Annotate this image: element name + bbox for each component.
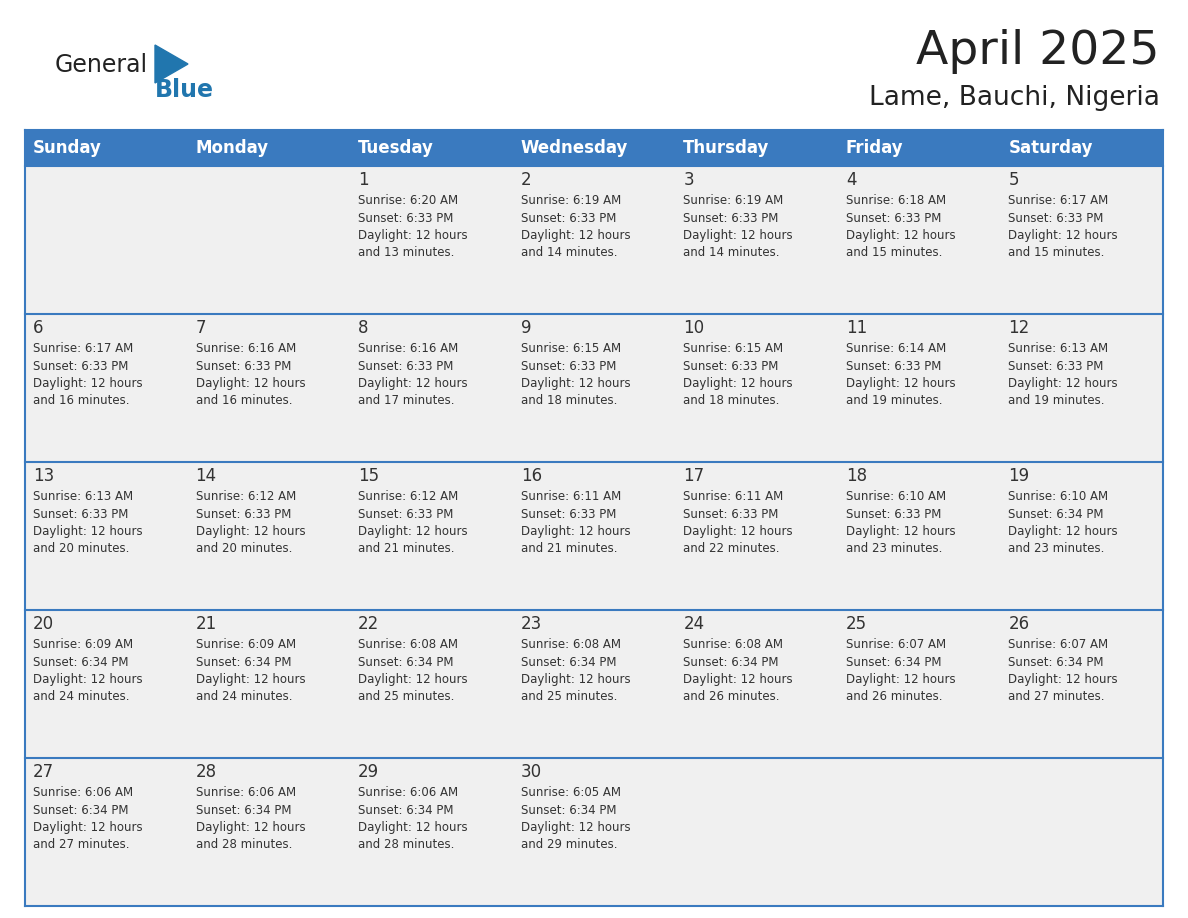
Text: Tuesday: Tuesday xyxy=(358,139,434,157)
Text: Sunrise: 6:07 AM
Sunset: 6:34 PM
Daylight: 12 hours
and 26 minutes.: Sunrise: 6:07 AM Sunset: 6:34 PM Dayligh… xyxy=(846,638,955,703)
Bar xyxy=(25,758,1163,906)
Bar xyxy=(25,462,1163,610)
Text: Sunrise: 6:08 AM
Sunset: 6:34 PM
Daylight: 12 hours
and 25 minutes.: Sunrise: 6:08 AM Sunset: 6:34 PM Dayligh… xyxy=(358,638,468,703)
Text: 11: 11 xyxy=(846,319,867,337)
Text: 22: 22 xyxy=(358,615,379,633)
Text: Sunrise: 6:12 AM
Sunset: 6:33 PM
Daylight: 12 hours
and 20 minutes.: Sunrise: 6:12 AM Sunset: 6:33 PM Dayligh… xyxy=(196,490,305,555)
Text: 19: 19 xyxy=(1009,467,1030,485)
Text: Sunrise: 6:06 AM
Sunset: 6:34 PM
Daylight: 12 hours
and 28 minutes.: Sunrise: 6:06 AM Sunset: 6:34 PM Dayligh… xyxy=(196,786,305,852)
Text: Sunrise: 6:09 AM
Sunset: 6:34 PM
Daylight: 12 hours
and 24 minutes.: Sunrise: 6:09 AM Sunset: 6:34 PM Dayligh… xyxy=(196,638,305,703)
Text: 17: 17 xyxy=(683,467,704,485)
Text: Sunrise: 6:17 AM
Sunset: 6:33 PM
Daylight: 12 hours
and 15 minutes.: Sunrise: 6:17 AM Sunset: 6:33 PM Dayligh… xyxy=(1009,194,1118,260)
Bar xyxy=(25,166,1163,314)
Text: Sunrise: 6:11 AM
Sunset: 6:33 PM
Daylight: 12 hours
and 21 minutes.: Sunrise: 6:11 AM Sunset: 6:33 PM Dayligh… xyxy=(520,490,631,555)
Text: 5: 5 xyxy=(1009,171,1019,189)
Text: 4: 4 xyxy=(846,171,857,189)
Text: Sunrise: 6:10 AM
Sunset: 6:34 PM
Daylight: 12 hours
and 23 minutes.: Sunrise: 6:10 AM Sunset: 6:34 PM Dayligh… xyxy=(1009,490,1118,555)
Polygon shape xyxy=(154,45,188,83)
Text: Sunrise: 6:19 AM
Sunset: 6:33 PM
Daylight: 12 hours
and 14 minutes.: Sunrise: 6:19 AM Sunset: 6:33 PM Dayligh… xyxy=(520,194,631,260)
Text: Sunrise: 6:06 AM
Sunset: 6:34 PM
Daylight: 12 hours
and 28 minutes.: Sunrise: 6:06 AM Sunset: 6:34 PM Dayligh… xyxy=(358,786,468,852)
Text: Monday: Monday xyxy=(196,139,268,157)
Text: Sunrise: 6:08 AM
Sunset: 6:34 PM
Daylight: 12 hours
and 25 minutes.: Sunrise: 6:08 AM Sunset: 6:34 PM Dayligh… xyxy=(520,638,631,703)
Text: Thursday: Thursday xyxy=(683,139,770,157)
Text: Sunrise: 6:16 AM
Sunset: 6:33 PM
Daylight: 12 hours
and 16 minutes.: Sunrise: 6:16 AM Sunset: 6:33 PM Dayligh… xyxy=(196,342,305,408)
Text: Sunrise: 6:07 AM
Sunset: 6:34 PM
Daylight: 12 hours
and 27 minutes.: Sunrise: 6:07 AM Sunset: 6:34 PM Dayligh… xyxy=(1009,638,1118,703)
Text: 21: 21 xyxy=(196,615,217,633)
Text: 18: 18 xyxy=(846,467,867,485)
Text: 3: 3 xyxy=(683,171,694,189)
Text: 28: 28 xyxy=(196,763,216,781)
Text: Sunrise: 6:16 AM
Sunset: 6:33 PM
Daylight: 12 hours
and 17 minutes.: Sunrise: 6:16 AM Sunset: 6:33 PM Dayligh… xyxy=(358,342,468,408)
Bar xyxy=(25,314,1163,462)
Text: Sunrise: 6:10 AM
Sunset: 6:33 PM
Daylight: 12 hours
and 23 minutes.: Sunrise: 6:10 AM Sunset: 6:33 PM Dayligh… xyxy=(846,490,955,555)
Text: Lame, Bauchi, Nigeria: Lame, Bauchi, Nigeria xyxy=(870,85,1159,111)
Text: 2: 2 xyxy=(520,171,531,189)
Text: 7: 7 xyxy=(196,319,206,337)
Text: 9: 9 xyxy=(520,319,531,337)
Text: 20: 20 xyxy=(33,615,55,633)
Text: 27: 27 xyxy=(33,763,55,781)
Text: 16: 16 xyxy=(520,467,542,485)
Text: 13: 13 xyxy=(33,467,55,485)
Text: 30: 30 xyxy=(520,763,542,781)
Text: 23: 23 xyxy=(520,615,542,633)
Text: Wednesday: Wednesday xyxy=(520,139,628,157)
Text: 12: 12 xyxy=(1009,319,1030,337)
Text: 14: 14 xyxy=(196,467,216,485)
Text: Friday: Friday xyxy=(846,139,904,157)
Text: Sunrise: 6:12 AM
Sunset: 6:33 PM
Daylight: 12 hours
and 21 minutes.: Sunrise: 6:12 AM Sunset: 6:33 PM Dayligh… xyxy=(358,490,468,555)
Text: 25: 25 xyxy=(846,615,867,633)
Text: 24: 24 xyxy=(683,615,704,633)
Text: 29: 29 xyxy=(358,763,379,781)
Text: 8: 8 xyxy=(358,319,368,337)
Text: Sunrise: 6:09 AM
Sunset: 6:34 PM
Daylight: 12 hours
and 24 minutes.: Sunrise: 6:09 AM Sunset: 6:34 PM Dayligh… xyxy=(33,638,143,703)
Text: 10: 10 xyxy=(683,319,704,337)
Text: Saturday: Saturday xyxy=(1009,139,1093,157)
Text: 6: 6 xyxy=(33,319,44,337)
Text: April 2025: April 2025 xyxy=(916,29,1159,74)
Text: General: General xyxy=(55,53,148,77)
Text: Sunrise: 6:19 AM
Sunset: 6:33 PM
Daylight: 12 hours
and 14 minutes.: Sunrise: 6:19 AM Sunset: 6:33 PM Dayligh… xyxy=(683,194,792,260)
Text: Sunrise: 6:15 AM
Sunset: 6:33 PM
Daylight: 12 hours
and 18 minutes.: Sunrise: 6:15 AM Sunset: 6:33 PM Dayligh… xyxy=(520,342,631,408)
Text: Sunrise: 6:06 AM
Sunset: 6:34 PM
Daylight: 12 hours
and 27 minutes.: Sunrise: 6:06 AM Sunset: 6:34 PM Dayligh… xyxy=(33,786,143,852)
Text: 26: 26 xyxy=(1009,615,1030,633)
Text: Sunday: Sunday xyxy=(33,139,102,157)
Text: 1: 1 xyxy=(358,171,368,189)
Text: Sunrise: 6:11 AM
Sunset: 6:33 PM
Daylight: 12 hours
and 22 minutes.: Sunrise: 6:11 AM Sunset: 6:33 PM Dayligh… xyxy=(683,490,792,555)
Bar xyxy=(25,130,1163,906)
Text: Sunrise: 6:05 AM
Sunset: 6:34 PM
Daylight: 12 hours
and 29 minutes.: Sunrise: 6:05 AM Sunset: 6:34 PM Dayligh… xyxy=(520,786,631,852)
Bar xyxy=(25,610,1163,758)
Text: 15: 15 xyxy=(358,467,379,485)
Text: Sunrise: 6:17 AM
Sunset: 6:33 PM
Daylight: 12 hours
and 16 minutes.: Sunrise: 6:17 AM Sunset: 6:33 PM Dayligh… xyxy=(33,342,143,408)
Text: Sunrise: 6:20 AM
Sunset: 6:33 PM
Daylight: 12 hours
and 13 minutes.: Sunrise: 6:20 AM Sunset: 6:33 PM Dayligh… xyxy=(358,194,468,260)
Text: Sunrise: 6:14 AM
Sunset: 6:33 PM
Daylight: 12 hours
and 19 minutes.: Sunrise: 6:14 AM Sunset: 6:33 PM Dayligh… xyxy=(846,342,955,408)
Text: Sunrise: 6:13 AM
Sunset: 6:33 PM
Daylight: 12 hours
and 19 minutes.: Sunrise: 6:13 AM Sunset: 6:33 PM Dayligh… xyxy=(1009,342,1118,408)
Text: Sunrise: 6:13 AM
Sunset: 6:33 PM
Daylight: 12 hours
and 20 minutes.: Sunrise: 6:13 AM Sunset: 6:33 PM Dayligh… xyxy=(33,490,143,555)
Text: Sunrise: 6:08 AM
Sunset: 6:34 PM
Daylight: 12 hours
and 26 minutes.: Sunrise: 6:08 AM Sunset: 6:34 PM Dayligh… xyxy=(683,638,792,703)
Text: Blue: Blue xyxy=(154,78,214,102)
Text: Sunrise: 6:18 AM
Sunset: 6:33 PM
Daylight: 12 hours
and 15 minutes.: Sunrise: 6:18 AM Sunset: 6:33 PM Dayligh… xyxy=(846,194,955,260)
Text: Sunrise: 6:15 AM
Sunset: 6:33 PM
Daylight: 12 hours
and 18 minutes.: Sunrise: 6:15 AM Sunset: 6:33 PM Dayligh… xyxy=(683,342,792,408)
Bar xyxy=(25,130,1163,166)
